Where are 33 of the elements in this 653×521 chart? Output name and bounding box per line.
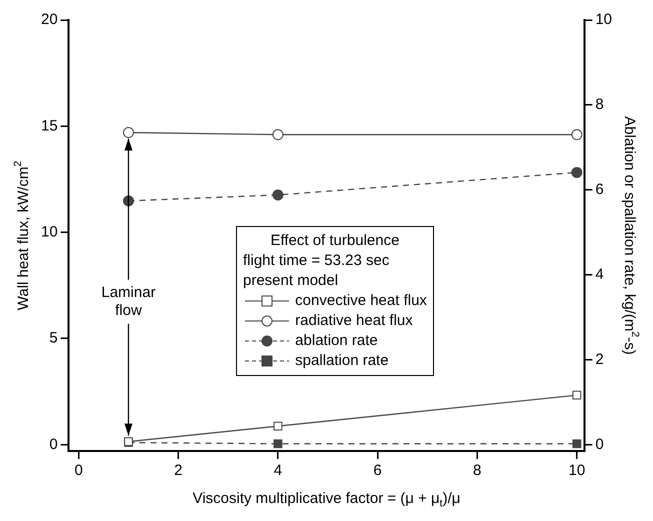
y2-tick-label: 8 [595,96,604,114]
x-tick-label: 6 [373,462,382,480]
point [272,129,284,140]
y-axis-title: Wall heat flux, kW/cm2 [12,160,32,310]
y2-tick-label: 10 [595,11,612,28]
y-tick-label: 15 [40,117,58,134]
x-tick-label: 10 [568,462,586,480]
x-tick-label: 8 [473,462,482,480]
legend-label: spallation rate [295,352,389,369]
x-tick-label: 2 [174,462,182,480]
y2-axis-title: Ablation or spallation rate, kg/(m2-s) [620,116,642,355]
y2-tick-label: 0 [595,436,604,453]
point [572,390,582,400]
y-tick-label: 5 [49,330,58,347]
x-tick-label: 4 [274,462,282,480]
point [274,422,282,431]
y-tick-label: 10 [40,223,58,240]
point [274,439,282,448]
point [572,439,582,448]
point [571,166,582,178]
legend-label: convective heat flux [295,292,427,309]
legend-label: ablation rate [295,332,378,349]
point [571,129,582,140]
y2-tick-label: 2 [595,350,604,368]
point [272,189,284,200]
x-tick-label: 0 [74,462,83,480]
annotation: Laminar flow [101,284,156,319]
y-tick-label: 20 [40,11,58,28]
y2-tick-label: 4 [595,266,604,283]
legend-label: radiative heat flux [295,312,413,329]
y-tick-label: 0 [49,436,58,453]
y2-tick-label: 6 [595,180,604,198]
point [122,127,134,138]
